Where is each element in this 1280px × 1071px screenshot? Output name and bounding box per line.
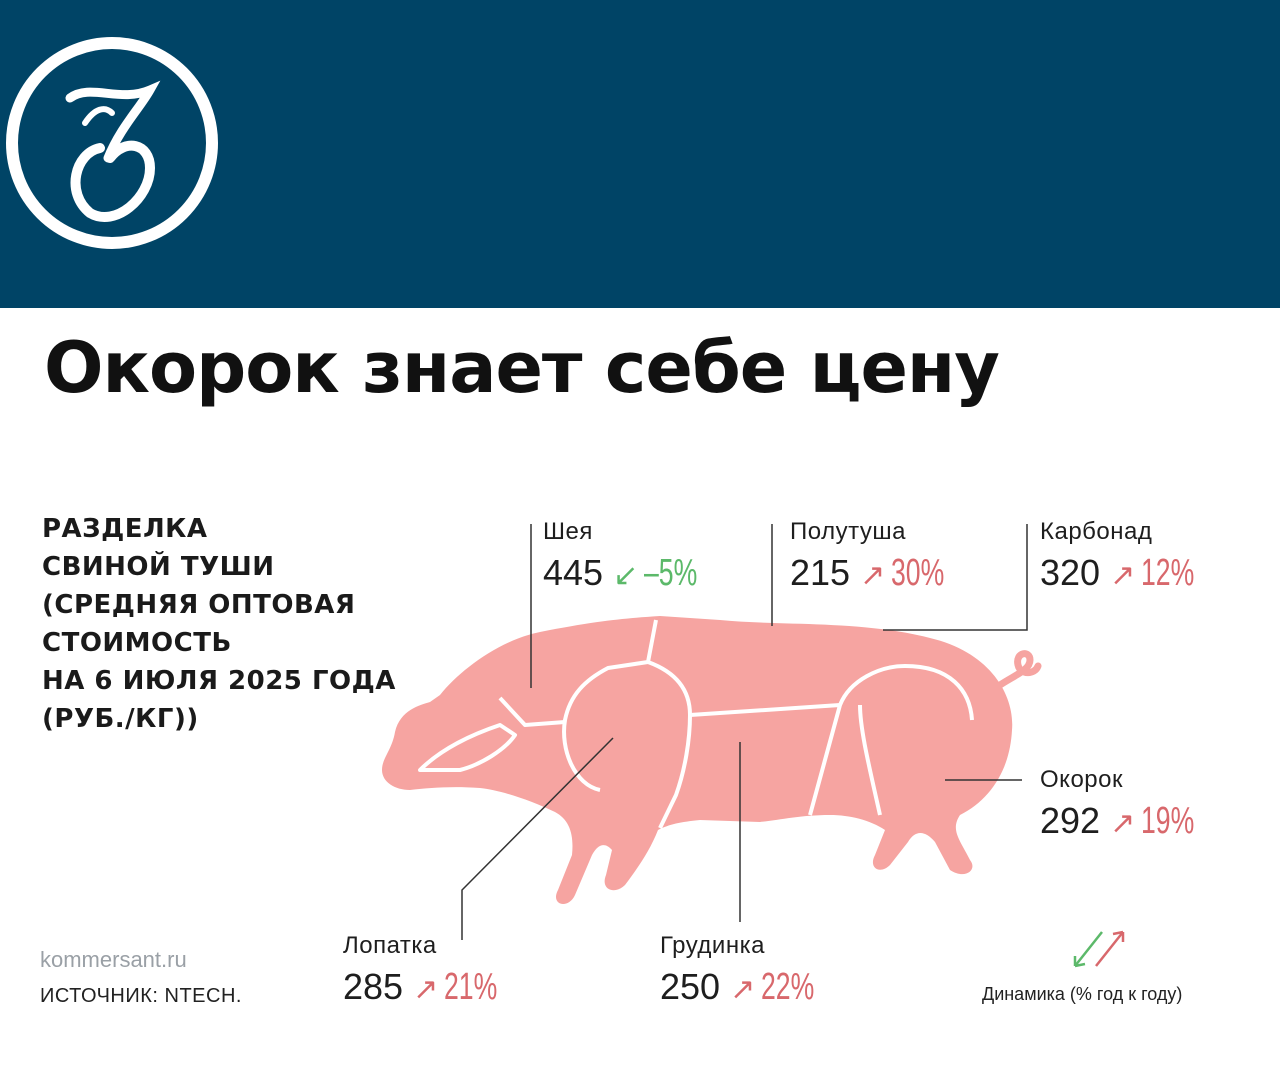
cut-lines bbox=[418, 619, 974, 829]
leader-shoulder bbox=[461, 737, 614, 940]
kommersant-logo-icon bbox=[6, 37, 218, 249]
header-banner bbox=[0, 0, 1280, 308]
legend-arrows-icon bbox=[1073, 930, 1125, 968]
cut-change: 22% bbox=[761, 966, 815, 1008]
chart-subtitle: РАЗДЕЛКА СВИНОЙ ТУШИ (СРЕДНЯЯ ОПТОВАЯ СТ… bbox=[42, 510, 432, 738]
cut-label-neck: Шея 445 ↙ –5% bbox=[543, 518, 720, 597]
arrow-up-icon: ↗ bbox=[1110, 807, 1136, 840]
cut-name: Окорок bbox=[1040, 766, 1123, 793]
leader-loin bbox=[883, 524, 1028, 631]
pork-cuts-chart: РАЗДЕЛКА СВИНОЙ ТУШИ (СРЕДНЯЯ ОПТОВАЯ СТ… bbox=[0, 470, 1280, 1071]
arrow-up-icon: ↗ bbox=[413, 973, 439, 1006]
cut-name: Шея bbox=[543, 518, 593, 545]
page-title: Окорок знает себе цену bbox=[44, 327, 1000, 409]
cut-label-shoulder: Лопатка 285 ↗ 21% bbox=[343, 932, 520, 1011]
cut-label-brisket: Грудинка 250 ↗ 22% bbox=[660, 932, 837, 1011]
cut-label-ham: Окорок 292 ↗ 19% bbox=[1040, 766, 1217, 845]
cut-name: Карбонад bbox=[1040, 518, 1153, 545]
cut-price: 250 bbox=[660, 966, 721, 1007]
cut-name: Грудинка bbox=[660, 932, 765, 959]
cut-name: Полутуша bbox=[790, 518, 906, 545]
leader-lines bbox=[461, 524, 1028, 940]
pig-silhouette bbox=[382, 616, 1013, 905]
cut-change: –5% bbox=[644, 552, 698, 594]
legend-text: Динамика (% год к году) bbox=[982, 984, 1183, 1004]
cut-price: 445 bbox=[543, 552, 604, 593]
cut-change: 21% bbox=[444, 966, 498, 1008]
subtitle-line: НА 6 ИЮЛЯ 2025 ГОДА bbox=[42, 666, 396, 696]
cut-label-half-carcass: Полутуша 215 ↗ 30% bbox=[790, 518, 967, 597]
arrow-up-icon: ↗ bbox=[860, 559, 886, 592]
subtitle-line: (СРЕДНЯЯ ОПТОВАЯ bbox=[42, 590, 356, 620]
cut-change: 30% bbox=[891, 552, 945, 594]
cut-price: 320 bbox=[1040, 552, 1101, 593]
cut-name: Лопатка bbox=[343, 932, 437, 959]
arrow-up-icon: ↗ bbox=[730, 973, 756, 1006]
subtitle-line: (РУБ./КГ)) bbox=[42, 704, 199, 734]
subtitle-line: СВИНОЙ ТУШИ bbox=[42, 552, 275, 582]
subtitle-line: СТОИМОСТЬ bbox=[42, 628, 232, 658]
cut-price: 215 bbox=[790, 552, 851, 593]
cut-change: 19% bbox=[1141, 800, 1195, 842]
cut-price: 285 bbox=[343, 966, 404, 1007]
cut-label-loin: Карбонад 320 ↗ 12% bbox=[1040, 518, 1217, 597]
subtitle-line: РАЗДЕЛКА bbox=[42, 514, 208, 544]
site-credit: kommersant.ru bbox=[40, 947, 187, 972]
pig-diagram bbox=[382, 524, 1125, 968]
source-note: ИСТОЧНИК: NTECH. bbox=[40, 985, 242, 1007]
cut-change: 12% bbox=[1141, 552, 1195, 594]
tail bbox=[996, 650, 1042, 689]
arrow-up-icon: ↗ bbox=[1110, 559, 1136, 592]
cut-price: 292 bbox=[1040, 800, 1101, 841]
arrow-down-icon: ↙ bbox=[613, 559, 639, 592]
